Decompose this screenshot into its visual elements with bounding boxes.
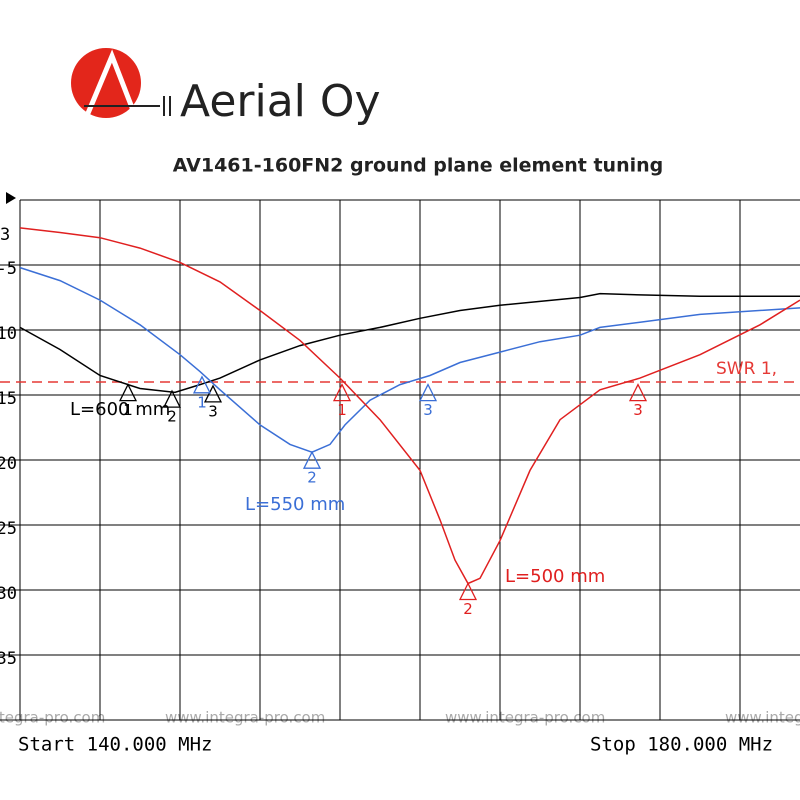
stop-label: Stop 180.000 MHz [590,734,773,756]
marker [203,384,223,403]
channel-label: 3 [0,225,10,245]
y-tick-label: -15 [0,389,17,409]
marker-label: 3 [633,401,643,419]
marker [418,383,438,402]
series-label: L=600 mm [70,399,170,420]
y-tick-label: -5 [0,259,17,279]
marker-label: 2 [307,469,317,487]
y-tick-label: -20 [0,454,17,474]
chart-title: AV1461-160FN2 ground plane element tunin… [173,155,663,177]
y-tick-label: -30 [0,584,17,604]
series-line [19,292,800,394]
logo-circle [71,48,141,118]
marker-label: 3 [423,401,433,419]
logo-a [83,49,139,119]
marker-label: 2 [167,408,177,426]
marker-label: 1 [197,393,207,411]
logo: Aerial Oy [71,48,381,127]
start-label: Start 140.000 MHz [18,734,212,756]
y-tick-label: -35 [0,649,17,669]
marker-label: 1 [123,401,133,419]
marker [302,450,322,469]
reference-label: SWR 1, [716,359,777,379]
watermark: www.integra-pro.com [0,709,105,727]
marker [192,375,212,394]
marker-label: 1 [337,401,347,419]
series-label: L=550 mm [245,494,345,515]
series-line [19,266,800,454]
marker [162,389,182,408]
marker [118,383,138,402]
marker-label: 3 [208,402,218,420]
y-tick-label: -25 [0,519,17,539]
marker [458,582,478,601]
marker [332,383,352,402]
watermark: www.integra-pro.com [165,709,325,727]
watermark: www.integra-pro.com [445,709,605,727]
y-tick-label: -10 [0,324,17,344]
brand-name: Aerial Oy [180,76,381,127]
reference-arrow [6,192,16,204]
watermark: www.integra-pro.com [725,709,800,727]
series-label: L=500 mm [505,566,605,587]
marker-label: 2 [463,600,473,618]
marker [628,383,648,402]
series-line [19,227,800,585]
